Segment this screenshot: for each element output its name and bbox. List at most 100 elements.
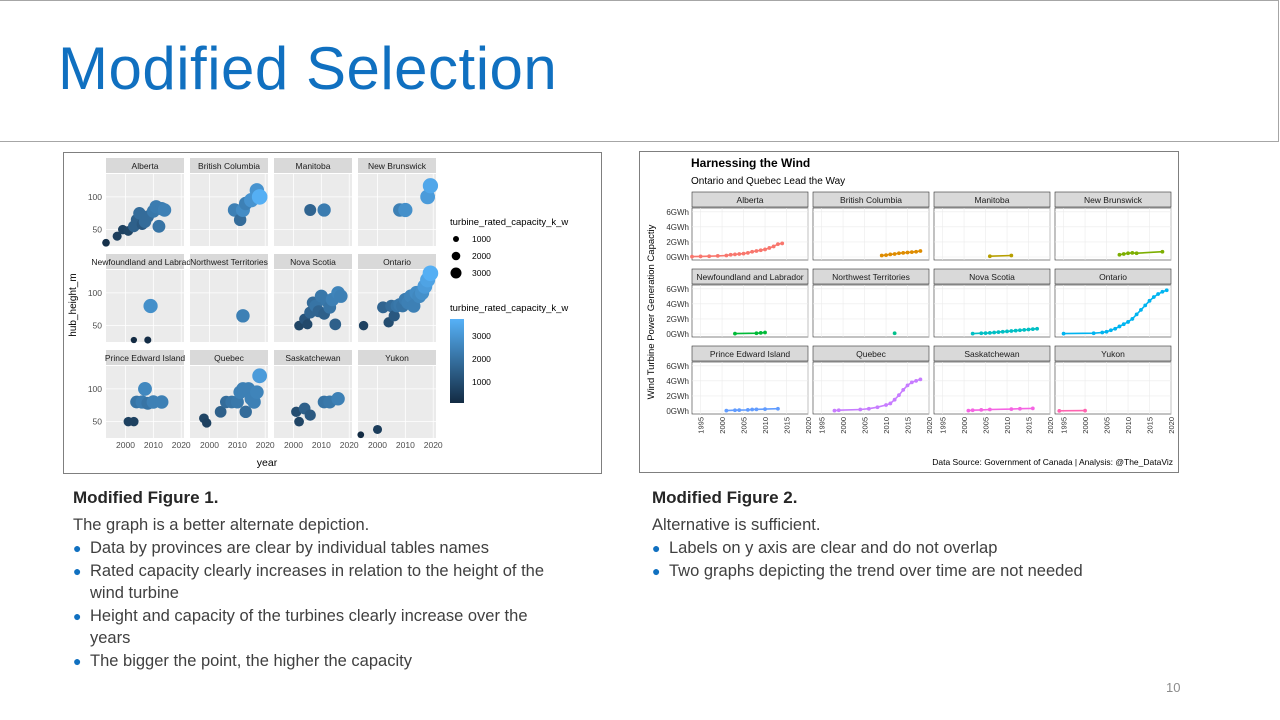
trend-line	[989, 254, 1012, 257]
facet-label: Yukon	[1101, 349, 1125, 359]
data-point	[979, 407, 984, 412]
data-point	[1134, 312, 1139, 317]
facet-label: Newfoundland and Labrador	[696, 272, 803, 282]
data-point	[1005, 329, 1009, 334]
data-point	[733, 408, 737, 413]
bullet-icon: ●	[652, 540, 661, 556]
facet-panel: Newfoundland and Labrador 50 100	[88, 254, 199, 344]
facet-plot-area	[1054, 361, 1172, 415]
data-point	[728, 252, 733, 257]
data-point	[1108, 328, 1113, 333]
data-point	[1035, 326, 1040, 331]
data-point	[905, 383, 910, 388]
data-point	[130, 336, 138, 344]
data-point	[422, 265, 439, 282]
facet-panel: Ontario	[358, 254, 439, 342]
x-tick-label: 2000	[284, 440, 303, 450]
data-point	[1030, 327, 1035, 331]
x-tick-label: 2000	[200, 440, 219, 450]
facet-panel: Alberta 0GWh 2GWh 4GWh 6GWh	[666, 191, 809, 262]
facet-strip	[691, 345, 809, 362]
data-point	[1100, 330, 1105, 335]
facet-plot-area	[691, 361, 809, 415]
facet-panel: Quebec 1995 2000 2005 2010 2015 2020	[812, 345, 934, 434]
data-point	[836, 408, 841, 413]
facet-panel: New Brunswick	[358, 158, 439, 246]
data-point	[1126, 320, 1130, 324]
data-point	[1160, 249, 1165, 254]
data-point	[302, 319, 313, 330]
facet-plot-area	[812, 207, 930, 261]
data-point	[897, 393, 901, 398]
data-point	[1009, 253, 1014, 258]
data-point	[776, 242, 780, 247]
legend-label: 2000	[472, 354, 491, 364]
trend-line	[881, 250, 921, 257]
facet-panel: British Columbia	[812, 191, 930, 261]
data-point	[754, 331, 759, 336]
figure-1: Alberta 50 100 British Columbia Manitoba New …	[63, 152, 602, 474]
facet-label: Quebec	[856, 349, 887, 359]
data-point	[152, 219, 166, 233]
facet-label: British Columbia	[198, 161, 260, 171]
y-tick-label: 0GWh	[666, 407, 689, 416]
facet-label: Manitoba	[975, 195, 1010, 205]
data-point	[866, 406, 871, 411]
list-item-text: Two graphs depicting the trend over time…	[669, 562, 1083, 580]
bullet-icon: ●	[652, 563, 661, 579]
facet-label: Ontario	[1099, 272, 1127, 282]
x-tick-label: 2015	[1025, 417, 1034, 434]
facet-panel: Nova Scotia	[933, 268, 1051, 338]
x-tick-label: 2010	[882, 417, 891, 434]
data-point	[1151, 295, 1156, 299]
caption-1-title: Modified Figure 1.	[73, 488, 219, 507]
data-point	[780, 241, 785, 246]
data-point	[914, 378, 919, 383]
x-tick-label: 2010	[312, 440, 331, 450]
legend-label: 1000	[472, 377, 491, 387]
facet-panel: Newfoundland and Labrador 0GWh 2GWh 4GWh 6GW…	[666, 268, 809, 339]
y-tick-label: 50	[93, 321, 103, 331]
bullet-icon: ●	[73, 653, 82, 669]
facet-strip	[1054, 268, 1172, 285]
facet-strip	[358, 350, 436, 365]
caption-1-list: ● Data by provinces are clear by individu…	[73, 537, 563, 672]
facet-panel: Prince Edward Island 50 100 2000 2010 2020	[88, 350, 191, 450]
data-point	[992, 330, 997, 335]
x-tick-label: 2020	[1046, 417, 1055, 434]
list-item-text: Data by provinces are clear by individua…	[90, 539, 489, 557]
caption-2-list: ● Labels on y axis are clear and do not o…	[652, 537, 1172, 582]
x-axis-title: year	[257, 457, 278, 469]
data-point	[875, 405, 880, 410]
x-tick-label: 2005	[740, 417, 749, 434]
facet-label: British Columbia	[840, 195, 902, 205]
facet-label: Prince Edward Island	[105, 353, 186, 363]
data-point	[767, 246, 772, 250]
data-point	[144, 336, 152, 344]
facet-panel: Yukon 2000 2010 2020	[357, 350, 443, 450]
facet-panel: New Brunswick	[1054, 191, 1172, 261]
data-point	[388, 310, 400, 322]
facet-strip	[691, 268, 809, 285]
data-point	[1113, 326, 1118, 331]
facet-panel: Yukon 1995 2000 2005 2010 2015 2020	[1054, 345, 1176, 434]
data-point	[239, 405, 252, 419]
data-point	[1091, 331, 1096, 336]
legend-label: 2000	[472, 251, 491, 261]
x-tick-label: 2015	[783, 417, 792, 434]
data-point	[138, 381, 152, 396]
data-point	[901, 250, 906, 255]
list-item-text: Rated capacity clearly increases in rela…	[90, 562, 545, 602]
list-item-text: The bigger the point, the higher the cap…	[90, 652, 412, 670]
facet-panel: Quebec 2000 2010 2020	[190, 350, 275, 450]
legend-key	[450, 267, 462, 279]
facet-strip	[933, 191, 1051, 208]
facet-panel: Ontario	[1054, 268, 1172, 338]
x-tick-label: 1995	[1060, 417, 1069, 434]
x-tick-label: 2000	[960, 417, 969, 434]
legend-label: 1000	[472, 234, 491, 244]
data-point	[918, 377, 923, 382]
y-tick-label: 100	[88, 384, 102, 394]
y-tick-label: 2GWh	[666, 315, 689, 324]
caption-2: Modified Figure 2. Alternative is suffic…	[652, 488, 1172, 583]
